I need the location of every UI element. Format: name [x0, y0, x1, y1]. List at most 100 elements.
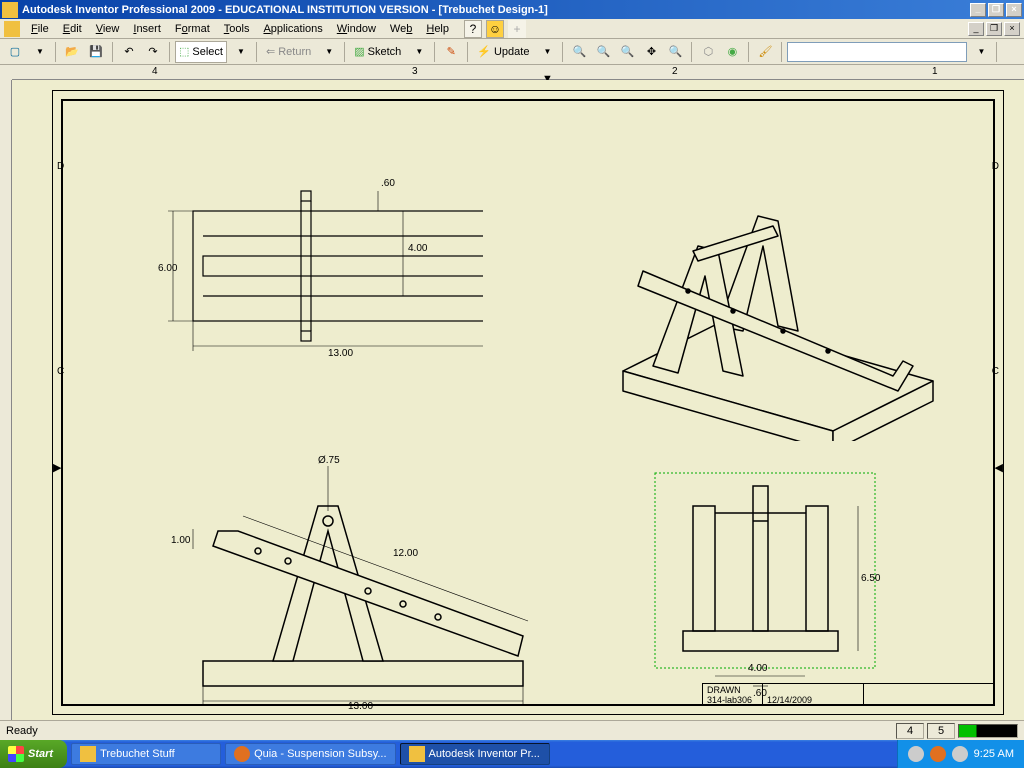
command-input[interactable] — [787, 42, 967, 62]
front-view-drawing: 6.50 4.00 .60 — [653, 471, 913, 701]
zone-marker: C — [992, 366, 999, 377]
ruler-label: 1 — [932, 66, 938, 77]
menu-tools[interactable]: Tools — [217, 21, 257, 37]
svg-text:12.00: 12.00 — [393, 548, 418, 559]
return-button[interactable]: ⇐Return — [262, 41, 315, 63]
titleblock-date: 12/14/2009 — [767, 695, 812, 705]
doc-icon — [4, 21, 20, 37]
task-label: Quia - Suspension Subsy... — [254, 748, 386, 760]
menu-applications[interactable]: Applications — [256, 21, 329, 37]
tray-icon[interactable] — [930, 746, 946, 762]
svg-text:6.00: 6.00 — [158, 263, 178, 274]
titleblock-author: 314-lab306 — [707, 695, 758, 705]
side-view-drawing: 13.00 12.00 1.00 Ø.75 — [123, 451, 543, 711]
view-button[interactable]: ◉ — [721, 41, 743, 63]
menu-insert[interactable]: Insert — [126, 21, 168, 37]
toolbar: ▢ ▼ 📂 💾 ↶ ↷ ⬚Select ▼ ⇐Return ▼ ▨Sketch … — [0, 39, 1024, 65]
web-help-icon[interactable]: ☺ — [486, 20, 504, 38]
update-dropdown[interactable]: ▼ — [535, 41, 557, 63]
top-view-drawing: 6.00 13.00 4.00 .60 — [123, 171, 483, 361]
iso-view-drawing — [583, 151, 953, 441]
mdi-minimize-button[interactable]: _ — [968, 22, 984, 36]
status-box-2: 5 — [927, 723, 955, 739]
zoom-select-button[interactable]: 🔍 — [664, 41, 686, 63]
status-progress — [958, 724, 1018, 738]
ruler-vertical — [0, 80, 12, 720]
drawing-viewport[interactable]: D C D C ▶ ◀ — [12, 80, 1024, 720]
app-icon — [2, 2, 18, 18]
inventor-icon — [409, 746, 425, 762]
new-button[interactable]: ▢ — [4, 41, 26, 63]
update-button[interactable]: ⚡Update — [473, 41, 533, 63]
zoom-button[interactable]: 🔍 — [616, 41, 638, 63]
new-dropdown[interactable]: ▼ — [28, 41, 50, 63]
folder-icon — [80, 746, 96, 762]
zoom-all-button[interactable]: 🔍 — [568, 41, 590, 63]
window-controls: _ ❐ × — [970, 3, 1022, 17]
statusbar: Ready 4 5 — [0, 720, 1024, 740]
start-button[interactable]: Start — [0, 740, 67, 768]
menu-window[interactable]: Window — [330, 21, 383, 37]
arrow-marker-icon: ▶ — [53, 461, 61, 474]
taskbar: Start Trebuchet Stuff Quia - Suspension … — [0, 740, 1024, 768]
task-item-quia[interactable]: Quia - Suspension Subsy... — [225, 743, 395, 765]
open-button[interactable]: 📂 — [61, 41, 83, 63]
svg-text:13.00: 13.00 — [328, 348, 353, 359]
tray-icon[interactable] — [952, 746, 968, 762]
ruler-label: 3 — [412, 66, 418, 77]
mdi-controls: _ ❐ × — [968, 22, 1020, 36]
sheet-border: D C D C ▶ ◀ — [52, 90, 1004, 715]
pan-button[interactable]: ✥ — [640, 41, 662, 63]
svg-text:.60: .60 — [381, 178, 395, 189]
select-button[interactable]: ⬚Select — [175, 41, 227, 63]
svg-text:4.00: 4.00 — [408, 243, 428, 254]
menu-help[interactable]: Help — [419, 21, 456, 37]
titlebar-text: Autodesk Inventor Professional 2009 - ED… — [22, 4, 970, 16]
menu-web[interactable]: Web — [383, 21, 419, 37]
ruler-label: 4 — [152, 66, 158, 77]
zone-marker: D — [992, 161, 999, 172]
zoom-window-button[interactable]: 🔍 — [592, 41, 614, 63]
svg-text:Ø.75: Ø.75 — [318, 455, 340, 466]
menu-file[interactable]: File — [24, 21, 56, 37]
ruler-label: 2 — [672, 66, 678, 77]
sketch-dropdown[interactable]: ▼ — [407, 41, 429, 63]
return-dropdown[interactable]: ▼ — [317, 41, 339, 63]
mdi-close-button[interactable]: × — [1004, 22, 1020, 36]
titlebar: Autodesk Inventor Professional 2009 - ED… — [0, 0, 1024, 19]
menu-edit[interactable]: Edit — [56, 21, 89, 37]
svg-text:6.50: 6.50 — [861, 573, 881, 584]
sheet-frame: D C D C ▶ ◀ — [61, 99, 995, 706]
constraint-button[interactable]: ✎ — [440, 41, 462, 63]
appearance-button[interactable]: 🖌 — [754, 41, 776, 63]
menubar: File Edit View Insert Format Tools Appli… — [0, 19, 1024, 39]
select-dropdown[interactable]: ▼ — [229, 41, 251, 63]
svg-text:4.00: 4.00 — [748, 663, 768, 674]
task-label: Trebuchet Stuff — [100, 748, 175, 760]
titleblock-label: DRAWN — [707, 685, 758, 695]
undo-button[interactable]: ↶ — [118, 41, 140, 63]
task-item-trebuchet[interactable]: Trebuchet Stuff — [71, 743, 221, 765]
systray: 9:25 AM — [897, 740, 1024, 768]
zone-marker: D — [57, 161, 64, 172]
orbit-button[interactable]: ⬡ — [697, 41, 719, 63]
command-dropdown[interactable]: ▼ — [969, 41, 991, 63]
mdi-restore-button[interactable]: ❐ — [986, 22, 1002, 36]
menu-format[interactable]: Format — [168, 21, 217, 37]
titleblock: DRAWN 314-lab306 12/14/2009 — [702, 683, 993, 706]
arrow-marker-icon: ◀ — [995, 461, 1003, 474]
help-icon[interactable]: ? — [464, 20, 482, 38]
add-icon[interactable]: + — [508, 20, 526, 38]
tray-icon[interactable] — [908, 746, 924, 762]
clock[interactable]: 9:25 AM — [974, 748, 1014, 760]
menu-view[interactable]: View — [89, 21, 127, 37]
minimize-button[interactable]: _ — [970, 3, 986, 17]
ruler-horizontal: 4 3 2 1 ▼ — [12, 65, 1024, 80]
firefox-icon — [234, 746, 250, 762]
redo-button[interactable]: ↷ — [142, 41, 164, 63]
sketch-button[interactable]: ▨Sketch — [350, 41, 405, 63]
save-button[interactable]: 💾 — [85, 41, 107, 63]
restore-button[interactable]: ❐ — [988, 3, 1004, 17]
task-item-inventor[interactable]: Autodesk Inventor Pr... — [400, 743, 550, 765]
close-button[interactable]: × — [1006, 3, 1022, 17]
